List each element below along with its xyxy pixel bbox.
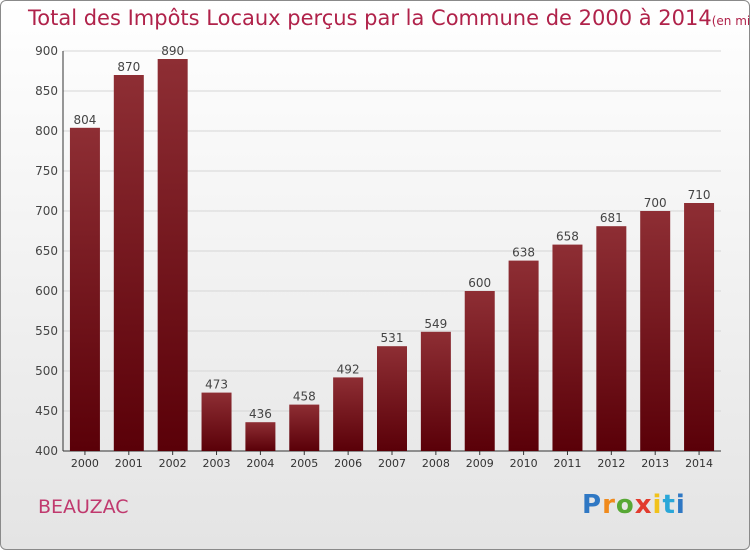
x-tick-label: 2008	[422, 457, 450, 470]
data-label: 549	[424, 317, 447, 331]
data-label: 458	[293, 390, 316, 404]
bar	[377, 346, 407, 451]
y-tick-label: 650	[35, 244, 58, 258]
y-tick-label: 700	[35, 204, 58, 218]
bar	[157, 59, 188, 451]
chart-title: Total des Impôts Locaux perçus par la Co…	[28, 6, 750, 30]
y-tick-label: 450	[35, 404, 58, 418]
bar	[464, 291, 495, 451]
logo-letter: P	[582, 490, 603, 520]
bar	[596, 226, 627, 451]
data-label: 804	[73, 113, 96, 127]
bar	[333, 377, 364, 451]
data-label: 492	[337, 362, 360, 376]
bar	[508, 260, 539, 451]
x-tick-label: 2011	[553, 457, 581, 470]
commune-name: BEAUZAC	[38, 496, 129, 518]
logo-letter: i	[652, 490, 663, 520]
logo-letter: t	[662, 490, 676, 520]
bar	[420, 331, 451, 451]
bar	[245, 422, 276, 451]
bar	[684, 203, 715, 451]
logo-letter: i	[675, 490, 686, 520]
y-tick-label: 400	[35, 444, 58, 458]
y-tick-label: 500	[35, 364, 58, 378]
x-tick-label: 2012	[597, 457, 625, 470]
y-tick-label: 550	[35, 324, 58, 338]
x-tick-label: 2004	[246, 457, 274, 470]
x-tick-label: 2005	[290, 457, 318, 470]
x-tick-label: 2001	[115, 457, 143, 470]
data-label: 531	[381, 331, 404, 345]
x-tick-label: 2013	[641, 457, 669, 470]
x-tick-label: 2010	[510, 457, 538, 470]
y-tick-label: 850	[35, 84, 58, 98]
bar	[289, 404, 320, 451]
data-label: 700	[644, 196, 667, 210]
data-label: 710	[688, 188, 711, 202]
x-tick-label: 2006	[334, 457, 362, 470]
data-label: 870	[117, 60, 140, 74]
data-label: 681	[600, 211, 623, 225]
logo-letter: x	[634, 490, 653, 520]
x-tick-label: 2000	[71, 457, 99, 470]
data-label: 600	[468, 276, 491, 290]
proxiti-logo: Proxiti	[582, 490, 686, 520]
y-tick-label: 800	[35, 124, 58, 138]
y-tick-label: 600	[35, 284, 58, 298]
x-tick-label: 2014	[685, 457, 713, 470]
data-label: 436	[249, 407, 272, 421]
chart-title-unit: (en milliers d'€)	[711, 14, 750, 28]
data-label: 638	[512, 246, 535, 260]
bar	[640, 211, 671, 451]
logo-letter: o	[615, 490, 635, 520]
x-tick-label: 2003	[203, 457, 231, 470]
y-tick-label: 750	[35, 164, 58, 178]
x-tick-label: 2007	[378, 457, 406, 470]
logo-letter: r	[602, 490, 616, 520]
bar	[113, 75, 144, 451]
bar	[69, 127, 100, 452]
data-label: 473	[205, 378, 228, 392]
bar	[201, 392, 232, 451]
data-label: 890	[161, 44, 184, 58]
chart-title-main: Total des Impôts Locaux perçus par la Co…	[28, 6, 712, 30]
bar	[552, 244, 583, 451]
x-tick-label: 2002	[159, 457, 187, 470]
y-tick-label: 900	[35, 44, 58, 58]
data-label: 658	[556, 230, 579, 244]
x-tick-label: 2009	[466, 457, 494, 470]
